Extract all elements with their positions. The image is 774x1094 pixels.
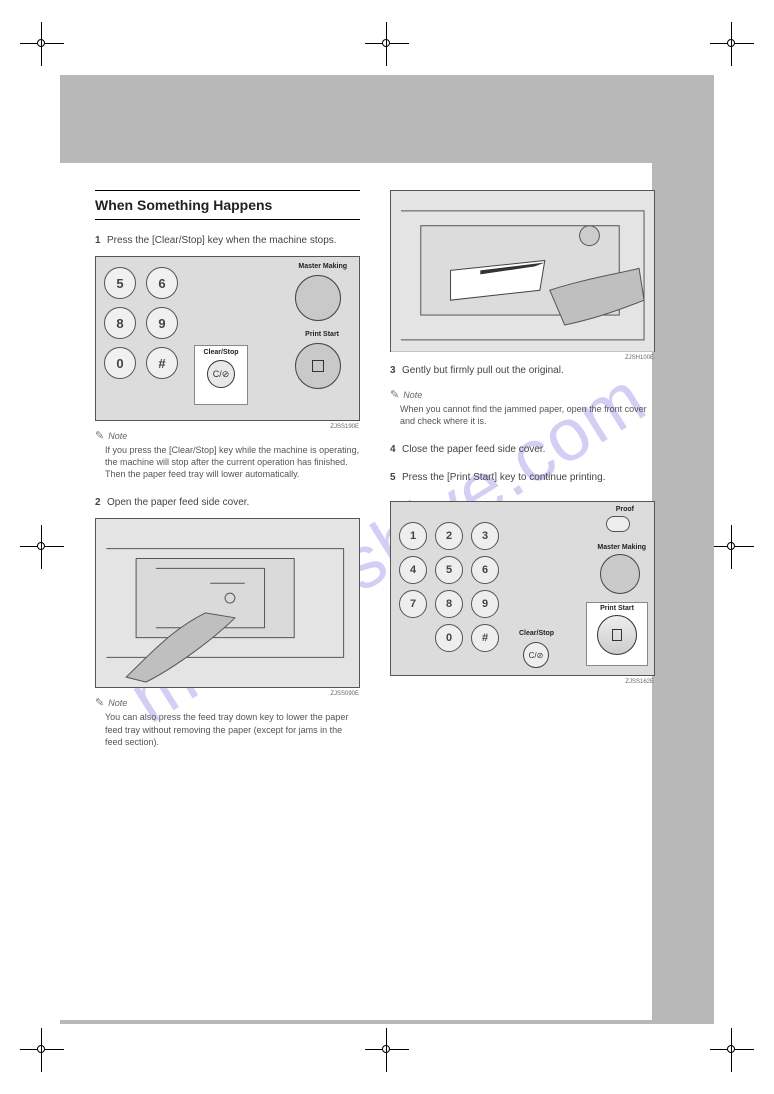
step-1-num: 1 (95, 234, 107, 248)
section-heading: When Something Happens (95, 190, 360, 220)
manual-page: manualshive.com When Something Happens 1… (0, 0, 774, 1094)
key-4: 4 (399, 556, 427, 584)
crop-mark (710, 22, 754, 66)
master-making-button (295, 275, 341, 321)
key-6: 6 (471, 556, 499, 584)
key-9: 9 (471, 590, 499, 618)
content-area: When Something Happens 1Press the [Clear… (95, 190, 655, 758)
pencil-icon: ✎ (95, 698, 104, 709)
print-start-button (295, 343, 341, 389)
figure-code: ZJSS190E (330, 424, 359, 430)
figure-keypad-print-start: 1 2 3 4 5 6 7 8 9 0 # Proof Master Makin… (390, 501, 655, 676)
key-6: 6 (146, 267, 178, 299)
key-5: 5 (104, 267, 136, 299)
clear-stop-button: C/⊘ (207, 360, 235, 388)
key-5: 5 (435, 556, 463, 584)
clear-stop-highlight: Clear/Stop C/⊘ (194, 345, 248, 405)
pencil-icon: ✎ (390, 390, 399, 401)
clear-stop-label: Clear/Stop (195, 346, 247, 356)
note-2: ✎ Note (95, 698, 360, 709)
print-start-label: Print Start (305, 331, 339, 338)
clear-stop-button-2: C/⊘ (523, 642, 549, 668)
key-hash: # (146, 347, 178, 379)
print-start-highlight: Print Start (586, 602, 648, 666)
step-2-num: 2 (95, 496, 107, 510)
step-3-text: Gently but firmly pull out the original. (402, 365, 564, 376)
figure-keypad-clear-stop: 5 6 8 9 0 # Master Making Print Start Cl… (95, 256, 360, 421)
left-column: When Something Happens 1Press the [Clear… (95, 190, 360, 758)
note-2-body: You can also press the feed tray down ke… (105, 711, 360, 747)
figure-code: ZJSH100E (625, 355, 654, 361)
step-2-text: Open the paper feed side cover. (107, 497, 249, 508)
print-start-button-2 (597, 615, 637, 655)
clear-stop-label-2: Clear/Stop (519, 630, 554, 637)
figure-open-side-cover: ZJSS090E (95, 518, 360, 688)
note-3-body: When you cannot find the jammed paper, o… (400, 403, 655, 427)
key-7: 7 (399, 590, 427, 618)
step-1-text: Press the [Clear/Stop] key when the mach… (107, 235, 337, 246)
crop-mark (20, 1028, 64, 1072)
step-5-text: Press the [Print Start] key to continue … (402, 472, 605, 483)
keypad-partial: 5 6 8 9 0 # (104, 267, 178, 379)
step-2: 2Open the paper feed side cover. (95, 496, 360, 510)
figure-pull-original: ZJSH100E (390, 190, 655, 352)
step-5-num: 5 (390, 471, 402, 485)
proof-label: Proof (616, 506, 634, 513)
note-2-label: Note (108, 698, 127, 708)
note-1-body: If you press the [Clear/Stop] key while … (105, 444, 360, 480)
print-start-label-2: Print Start (587, 603, 647, 612)
key-2: 2 (435, 522, 463, 550)
frame-right-bar (652, 75, 714, 1024)
figure-code: ZJSS162E (625, 679, 654, 685)
step-4-text: Close the paper feed side cover. (402, 444, 545, 455)
proof-button (606, 516, 630, 532)
step-5: 5Press the [Print Start] key to continue… (390, 471, 655, 485)
step-1: 1Press the [Clear/Stop] key when the mac… (95, 234, 360, 248)
master-making-label-2: Master Making (597, 544, 646, 551)
master-making-button-2 (600, 554, 640, 594)
key-hash: # (471, 624, 499, 652)
figure-code: ZJSS090E (330, 691, 359, 697)
frame-bottom-strip (60, 1020, 714, 1024)
machine-illustration-1 (96, 519, 359, 687)
right-column: ZJSH100E 3Gently but firmly pull out the… (390, 190, 655, 758)
step-3: 3Gently but firmly pull out the original… (390, 364, 655, 378)
key-0: 0 (104, 347, 136, 379)
step-3-num: 3 (390, 364, 402, 378)
crop-mark (20, 22, 64, 66)
crop-mark (365, 1028, 409, 1072)
step-4: 4Close the paper feed side cover. (390, 443, 655, 457)
frame-top-bar (60, 75, 714, 163)
master-making-label: Master Making (298, 263, 347, 270)
note-1-label: Note (108, 431, 127, 441)
key-0: 0 (435, 624, 463, 652)
machine-illustration-2 (391, 191, 654, 352)
crop-mark (365, 22, 409, 66)
note-1: ✎ Note (95, 431, 360, 442)
key-8: 8 (435, 590, 463, 618)
note-3: ✎ Note (390, 390, 655, 401)
crop-mark (710, 1028, 754, 1072)
key-9: 9 (146, 307, 178, 339)
keypad-full: 1 2 3 4 5 6 7 8 9 0 # (399, 522, 499, 652)
crop-mark (20, 525, 64, 569)
step-4-num: 4 (390, 443, 402, 457)
key-1: 1 (399, 522, 427, 550)
key-3: 3 (471, 522, 499, 550)
crop-mark (710, 525, 754, 569)
note-3-label: Note (403, 390, 422, 400)
key-8: 8 (104, 307, 136, 339)
pencil-icon: ✎ (95, 431, 104, 442)
